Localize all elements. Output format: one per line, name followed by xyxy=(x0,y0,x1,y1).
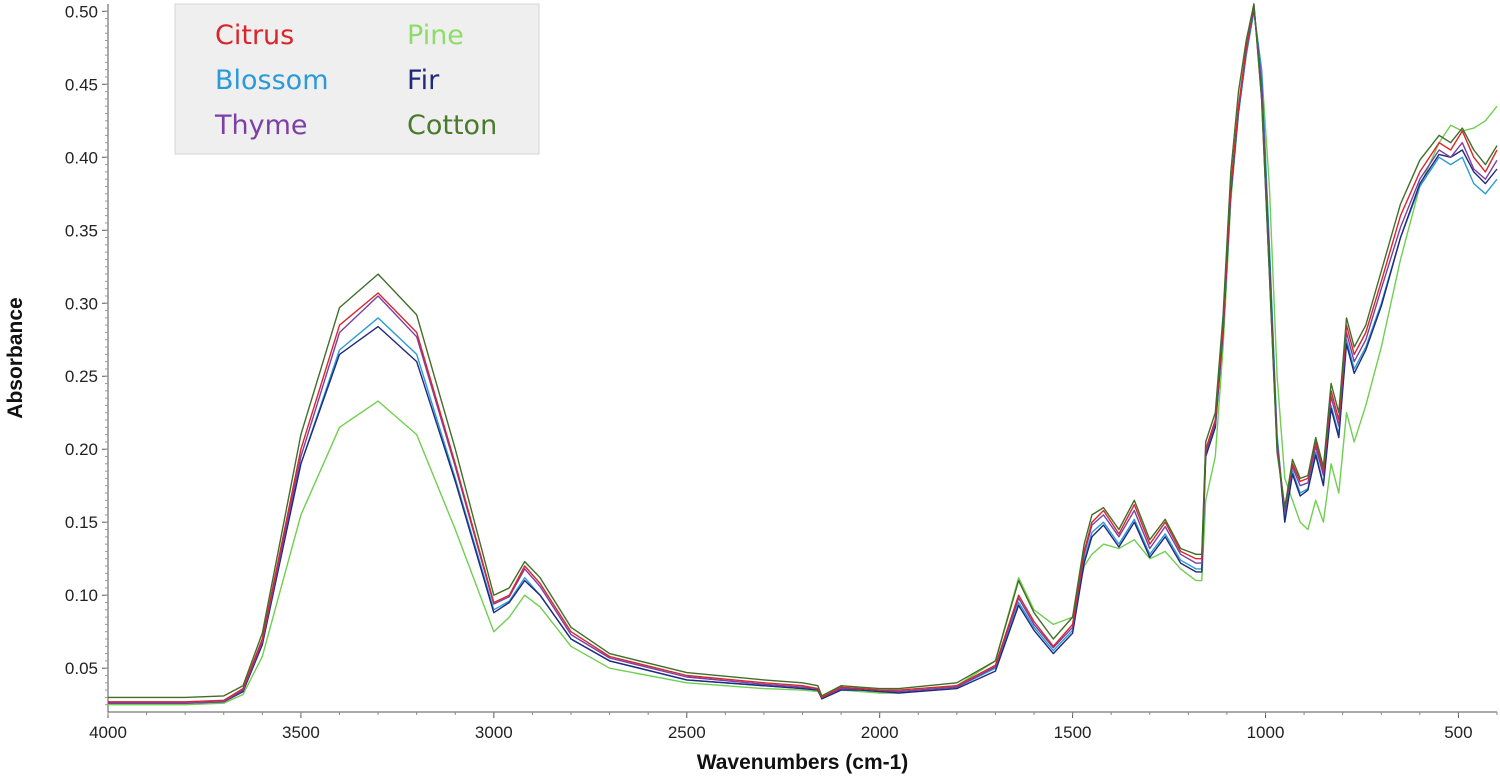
series-lines xyxy=(108,3,1498,706)
legend-item-thyme: Thyme xyxy=(214,110,308,141)
legend-item-blossom: Blossom xyxy=(215,65,329,96)
x-tick-label: 500 xyxy=(1444,723,1472,742)
y-axis-ticks: 0.05 0.10 0.15 0.20 0.25 0.30 0.35 0.40 0.45 0.50 xyxy=(65,2,108,706)
legend-box xyxy=(174,3,540,155)
x-tick-label: 2000 xyxy=(861,723,899,742)
legend: Citrus Pine Blossom Fir Thyme Cotton xyxy=(174,3,540,155)
y-tick-label: 0.25 xyxy=(65,367,98,386)
x-tick-label: 3000 xyxy=(475,723,513,742)
y-tick-label: 0.15 xyxy=(65,513,98,532)
x-axis-ticks: 4000 3500 3000 2500 2000 1500 1000 500 xyxy=(89,712,1498,742)
x-axis-title: Wavenumbers (cm-1) xyxy=(697,751,909,774)
y-tick-label: 0.40 xyxy=(65,148,98,167)
legend-item-citrus: Citrus xyxy=(215,20,294,51)
x-tick-label: 4000 xyxy=(89,723,127,742)
y-tick-label: 0.10 xyxy=(65,586,98,605)
y-tick-label: 0.05 xyxy=(65,659,98,678)
x-tick-label: 1000 xyxy=(1247,723,1285,742)
series-line-pine xyxy=(108,10,1498,706)
y-tick-label: 0.45 xyxy=(65,75,98,94)
legend-item-pine: Pine xyxy=(407,20,464,51)
legend-item-cotton: Cotton xyxy=(407,110,497,141)
series-line-fir xyxy=(108,7,1498,704)
y-tick-label: 0.50 xyxy=(65,2,98,21)
x-tick-label: 3500 xyxy=(282,723,320,742)
y-tick-label: 0.35 xyxy=(65,221,98,240)
y-tick-label: 0.20 xyxy=(65,440,98,459)
series-line-cotton xyxy=(108,3,1498,699)
x-tick-label: 1500 xyxy=(1054,723,1092,742)
legend-item-fir: Fir xyxy=(407,65,440,96)
y-axis-title: Absorbance xyxy=(4,297,27,418)
x-tick-label: 2500 xyxy=(668,723,706,742)
y-tick-label: 0.30 xyxy=(65,294,98,313)
